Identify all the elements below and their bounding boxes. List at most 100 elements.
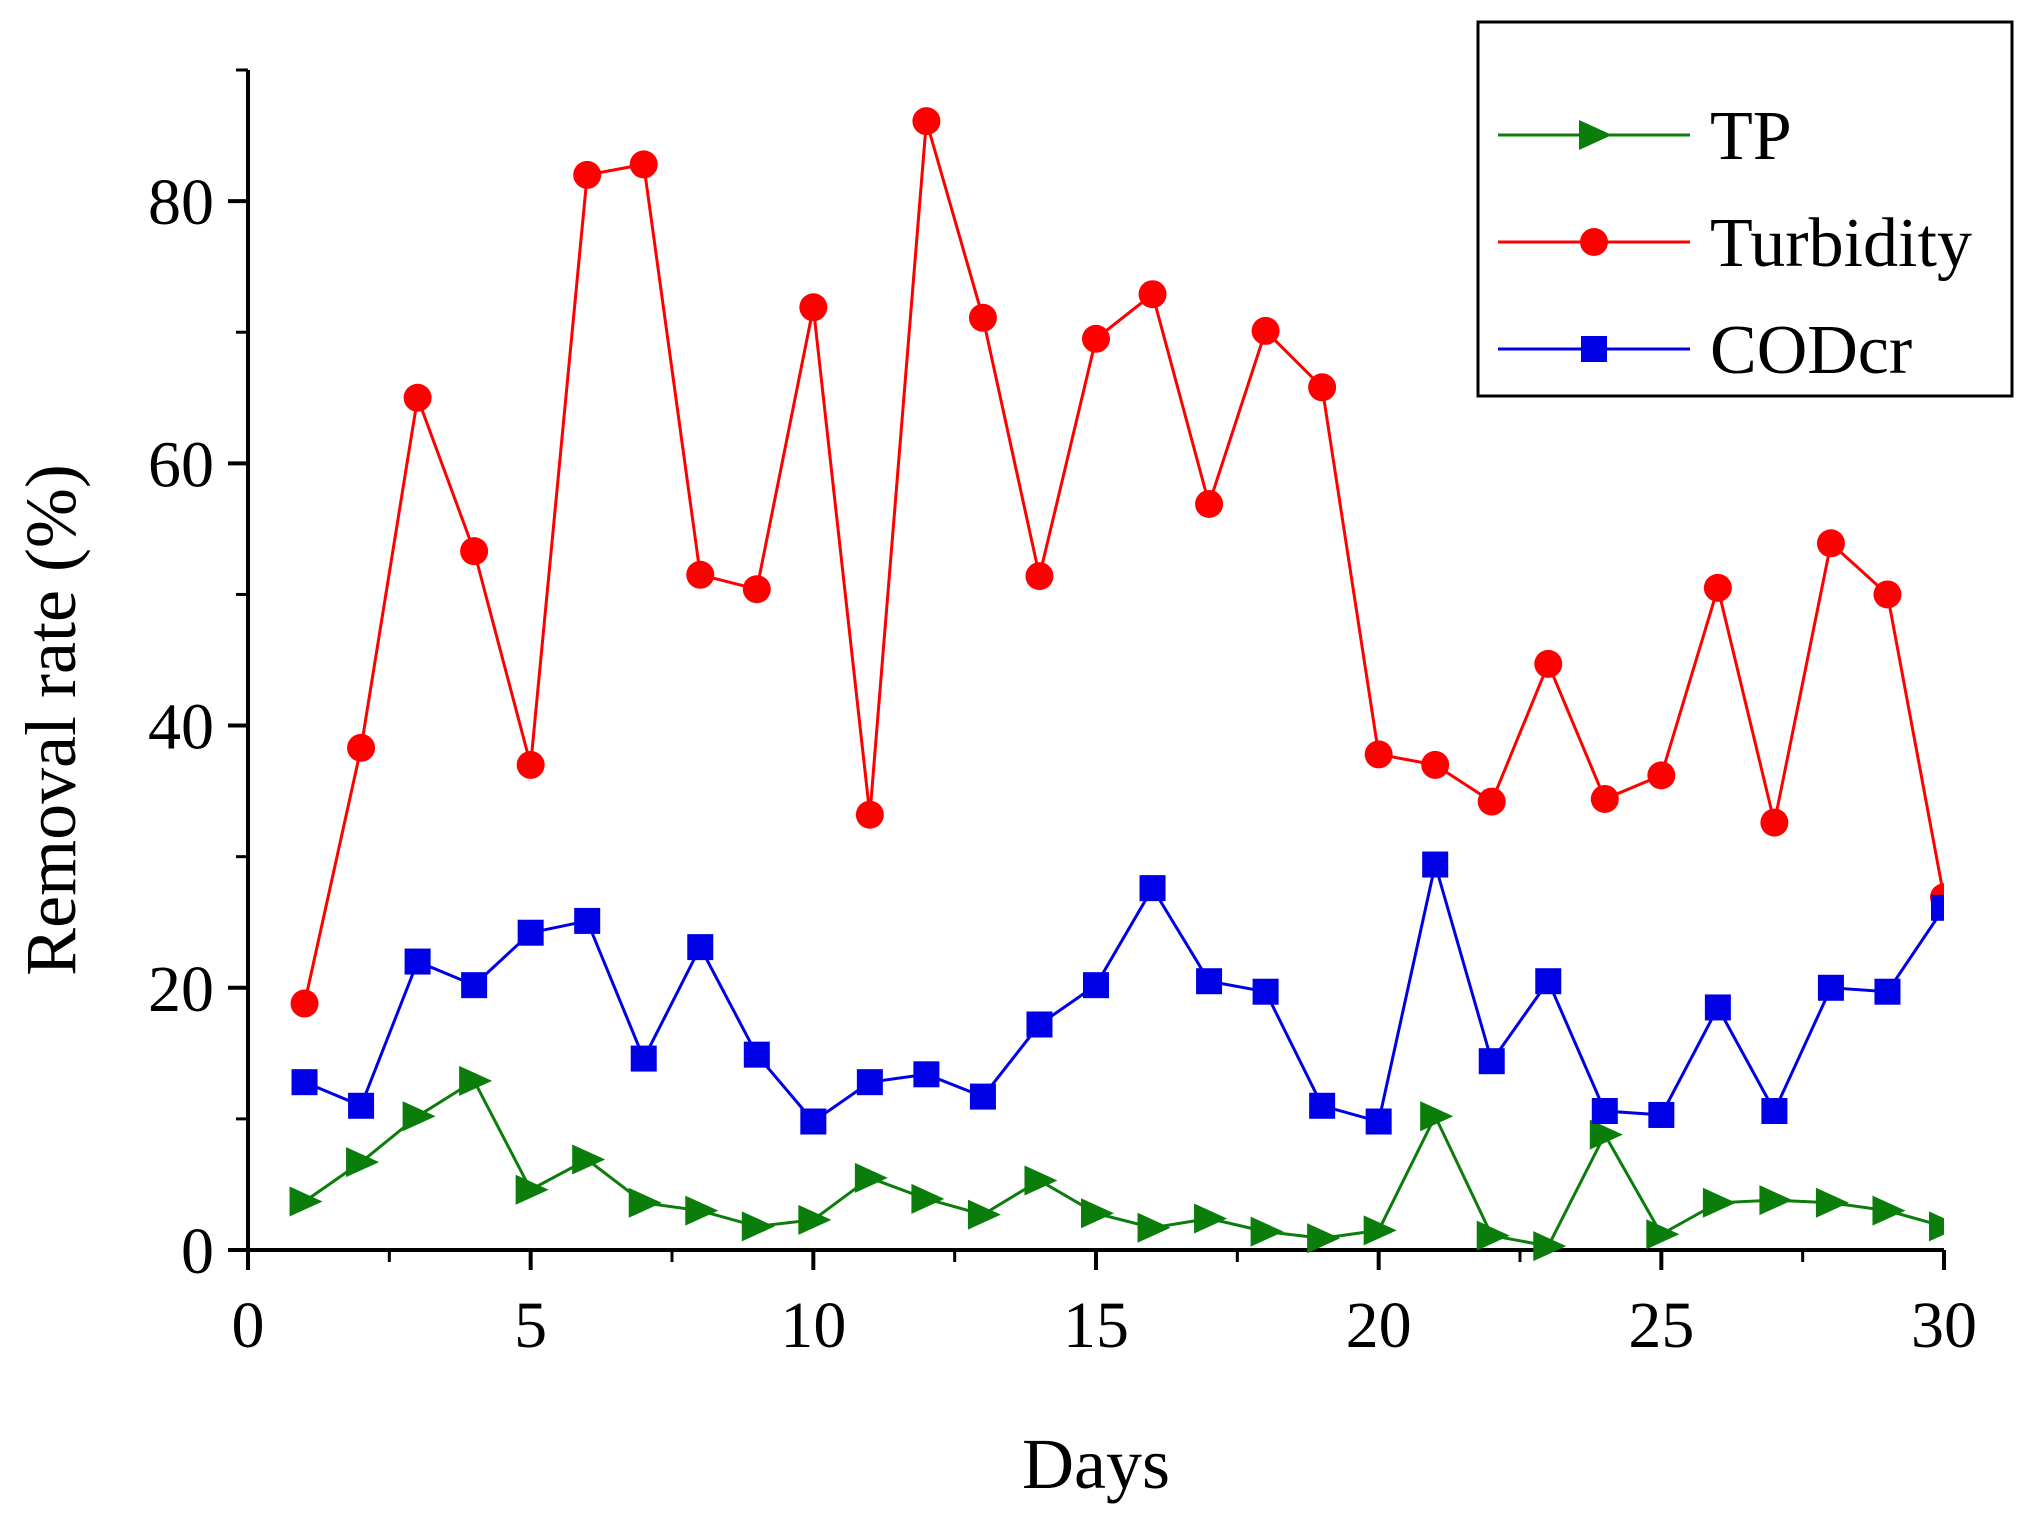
tp-point (1702, 1187, 1736, 1218)
turbidity-point (460, 537, 489, 566)
turbidity-point (1873, 580, 1902, 609)
codcr-point (969, 1083, 996, 1110)
tp-point (1759, 1185, 1793, 1216)
x-tick-label: 10 (780, 1289, 846, 1362)
x-axis-title: Days (1022, 1424, 1170, 1504)
tp-point (515, 1174, 549, 1205)
tp-point (1420, 1101, 1454, 1132)
codcr-point (1026, 1011, 1053, 1038)
tp-point (1872, 1195, 1906, 1226)
codcr-point (574, 907, 601, 934)
tick-labels: 0 5 10 15 20 25 30 0 20 40 60 80 (148, 166, 1977, 1362)
tp-point (1815, 1187, 1849, 1218)
turbidity-point (1082, 324, 1110, 353)
tp-point (1476, 1220, 1510, 1251)
tp-point (1081, 1198, 1114, 1229)
codcr-point (348, 1092, 375, 1119)
legend-box (1476, 20, 2014, 398)
data-series (289, 107, 1944, 1262)
turbidity-point (573, 160, 602, 189)
codcr-point (1139, 875, 1166, 902)
tp-point (741, 1211, 775, 1242)
codcr-point (461, 972, 488, 999)
turbidity-point (1534, 649, 1563, 678)
series-codcr (291, 851, 1944, 1135)
legend-label: CODcr (1710, 312, 1912, 389)
tp-point (911, 1183, 945, 1214)
tp-point (1194, 1203, 1228, 1234)
turbidity-point (1590, 784, 1619, 813)
turbidity-point (1760, 808, 1789, 837)
codcr-point (1648, 1101, 1675, 1128)
tp-point (1307, 1223, 1341, 1254)
turbidity-point (912, 107, 941, 136)
codcr-point (291, 1069, 318, 1096)
codcr-point (630, 1045, 657, 1072)
turbidity-point (1421, 750, 1450, 779)
codcr-point (1196, 968, 1223, 995)
tp-point (798, 1204, 832, 1235)
codcr-point (1931, 894, 1944, 921)
codcr-point (517, 919, 544, 946)
tp-point (1589, 1119, 1623, 1150)
y-tick-label: 40 (148, 691, 214, 764)
turbidity-point (855, 800, 884, 829)
turbidity-point (1195, 489, 1224, 518)
legend-entries: TP Turbidity CODcr (1498, 98, 1972, 389)
legend-label: TP (1710, 98, 1792, 175)
codcr-point (1817, 974, 1844, 1001)
turbidity-point (516, 750, 545, 779)
turbidity-point (686, 560, 715, 589)
tp-point (1363, 1215, 1397, 1246)
tp-point (1024, 1165, 1058, 1196)
turbidity-point (1364, 740, 1393, 769)
codcr-point (1478, 1048, 1505, 1075)
codcr-point (687, 934, 714, 961)
codcr-point (1704, 994, 1731, 1021)
codcr-point (743, 1041, 770, 1068)
codcr-point (1083, 972, 1109, 999)
turbidity-point (1816, 529, 1845, 558)
tp-point (685, 1195, 719, 1226)
tp-point (1533, 1231, 1567, 1262)
x-tick-label: 30 (1911, 1289, 1977, 1362)
turbidity-point (1308, 373, 1337, 402)
x-tick-label: 20 (1346, 1289, 1412, 1362)
y-tick-label: 0 (181, 1215, 214, 1288)
turbidity-point (290, 989, 319, 1018)
x-tick-label: 15 (1063, 1289, 1129, 1362)
turbidity-point (347, 733, 376, 762)
legend-swatch-marker (1580, 228, 1608, 256)
turbidity-point (1251, 316, 1280, 345)
codcr-point (1422, 851, 1449, 878)
legend: TP Turbidity CODcr (1476, 20, 2014, 398)
turbidity-line (303, 120, 1944, 1004)
tp-point (289, 1186, 323, 1217)
tick-marks (228, 68, 1946, 1270)
tp-point (1929, 1211, 1944, 1242)
codcr-point (404, 948, 431, 975)
turbidity-point (403, 383, 432, 412)
codcr-point (856, 1069, 883, 1096)
series-turbidity (290, 107, 1944, 1018)
tp-point (572, 1144, 606, 1175)
codcr-point (913, 1061, 940, 1088)
turbidity-point (1477, 787, 1506, 816)
y-tick-label: 80 (148, 166, 214, 239)
turbidity-point (1025, 562, 1054, 591)
y-tick-label: 60 (148, 428, 214, 501)
codcr-point (1309, 1092, 1336, 1119)
tp-point (967, 1199, 1001, 1230)
turbidity-point (968, 303, 997, 332)
tp-point (628, 1187, 662, 1218)
codcr-point (800, 1108, 827, 1135)
tp-point (854, 1162, 888, 1193)
turbidity-point (742, 575, 771, 604)
tp-point (1646, 1219, 1680, 1250)
legend-label: Turbidity (1710, 205, 1972, 282)
tp-point (459, 1065, 493, 1096)
turbidity-point (799, 293, 828, 322)
legend-entry-turbidity: Turbidity (1498, 205, 1972, 282)
codcr-point (1761, 1098, 1788, 1125)
